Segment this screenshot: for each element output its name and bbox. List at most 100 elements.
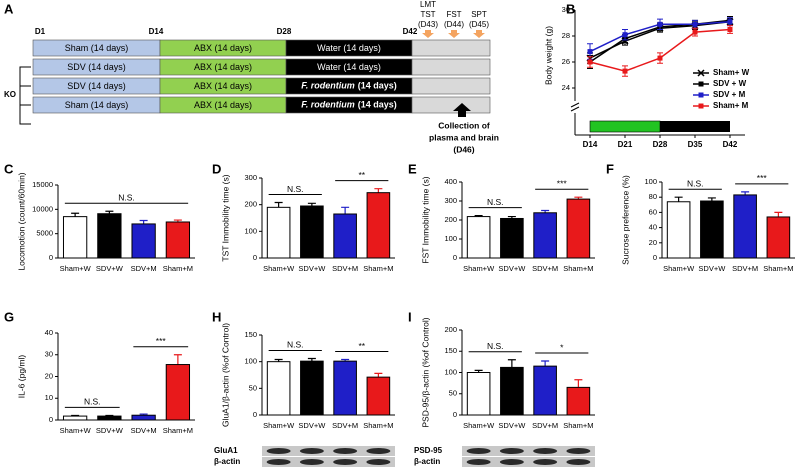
x-tick-label: Sham+W [663,264,695,273]
blot-label: GluA1 [214,446,238,455]
x-tick-label: SDV+M [532,264,558,273]
bar [131,414,156,421]
y-tick-label: 200 [444,325,457,334]
error-bar [707,197,716,201]
bar [566,198,591,259]
x-tick-label: Sham+W [463,264,495,273]
cell-label: Sham (14 days) [65,43,129,53]
bar [700,200,724,259]
y-tick-label: 30 [562,5,570,14]
error-bar [507,359,516,368]
x-tick-label: Sham+M [563,421,593,430]
y-axis-label: GluA1/β-actin (%of Control) [220,323,230,427]
y-tick-label: 24 [562,83,570,92]
significance-label: * [560,342,564,352]
blot-band [266,459,291,465]
y-tick-label: 100 [244,357,257,366]
day-label: D28 [277,27,292,36]
bar [97,213,122,259]
y-tick-label: 60 [649,207,657,216]
panel-label: D [212,161,221,176]
cell-label: SDV (14 days) [67,81,126,91]
y-tick-label: 10 [45,393,53,402]
blot-label: β-actin [414,457,440,466]
panel-label: I [408,309,412,324]
blot-strip [262,446,395,456]
x-tick-label: D21 [618,140,633,149]
marker [727,27,733,32]
y-tick-label: 30 [45,350,53,359]
cell [411,39,491,57]
bar [766,216,791,259]
blot-band [366,448,391,454]
bar [165,364,191,421]
marker [698,81,704,87]
arrow [473,30,485,38]
y-tick-label: 150 [444,346,457,355]
y-tick-label: 20 [45,371,53,380]
bar [62,415,88,421]
error-bar [674,196,683,202]
significance-label: N.S. [118,193,135,203]
y-axis-label: FST Immobility time (s) [420,176,430,263]
legend-label: Sham+ W [713,68,750,77]
cell-italic: F. rodentium [301,100,355,110]
bar [500,366,524,416]
significance-label: ** [358,170,365,180]
y-tick-label: 15000 [32,180,53,189]
x-tick-label: SDV+W [96,264,124,273]
bar [97,415,122,421]
collection-arrow [453,103,471,117]
significance-label: *** [757,173,768,183]
y-tick-label: 0 [253,253,257,262]
y-axis-label: Sucrose preference (%) [620,175,630,265]
test-label: FST [446,10,461,19]
y-tick-label: 100 [644,177,657,186]
cell-label: SDV (14 days) [67,62,126,72]
x-tick-label: SDV+W [498,264,526,273]
cell-label: Water (14 days) [317,43,381,53]
significance-label: *** [557,178,568,188]
blot-band [499,448,524,454]
blot-band [566,448,591,454]
significance-label: N.S. [687,178,704,188]
y-axis-label: Body weight (g) [543,26,553,85]
x-tick-label: SDV+M [332,421,358,430]
blot-band [333,459,358,465]
legend-label: Sham+ M [713,101,749,110]
y-tick-label: 80 [649,192,657,201]
error-bar [374,188,383,193]
arrow [422,30,434,38]
bar [300,205,324,259]
cell-label: F. rodentium (14 days) [301,100,397,110]
y-tick-label: 0 [453,410,457,419]
axis-break [570,102,580,112]
bar [366,192,391,259]
marker [657,21,663,27]
x-tick-label: SDV+M [131,426,157,435]
y-tick-label: 100 [444,234,457,243]
error-bar [574,379,583,388]
x-tick-label: Sham+M [363,421,393,430]
bar [300,360,324,416]
error-bar [173,354,182,365]
cell-label: Sham (14 days) [65,100,129,110]
x-tick-label: D35 [688,140,703,149]
x-tick-label: D14 [583,140,598,149]
blot-label: β-actin [214,457,240,466]
y-tick-label: 10000 [32,204,53,213]
y-tick-label: 0 [653,253,657,262]
x-tick-label: SDV+M [732,264,758,273]
y-tick-label: 40 [649,223,657,232]
x-tick-label: D42 [723,140,738,149]
x-tick-label: Sham+W [263,421,295,430]
bar [533,212,557,259]
y-tick-label: 40 [45,328,53,337]
bar [266,206,291,259]
significance-label: N.S. [287,184,304,194]
error-bar [139,219,148,224]
bar [533,365,557,416]
blot-band [299,459,324,465]
y-axis-label: IL-6 (pg/ml) [16,355,26,399]
